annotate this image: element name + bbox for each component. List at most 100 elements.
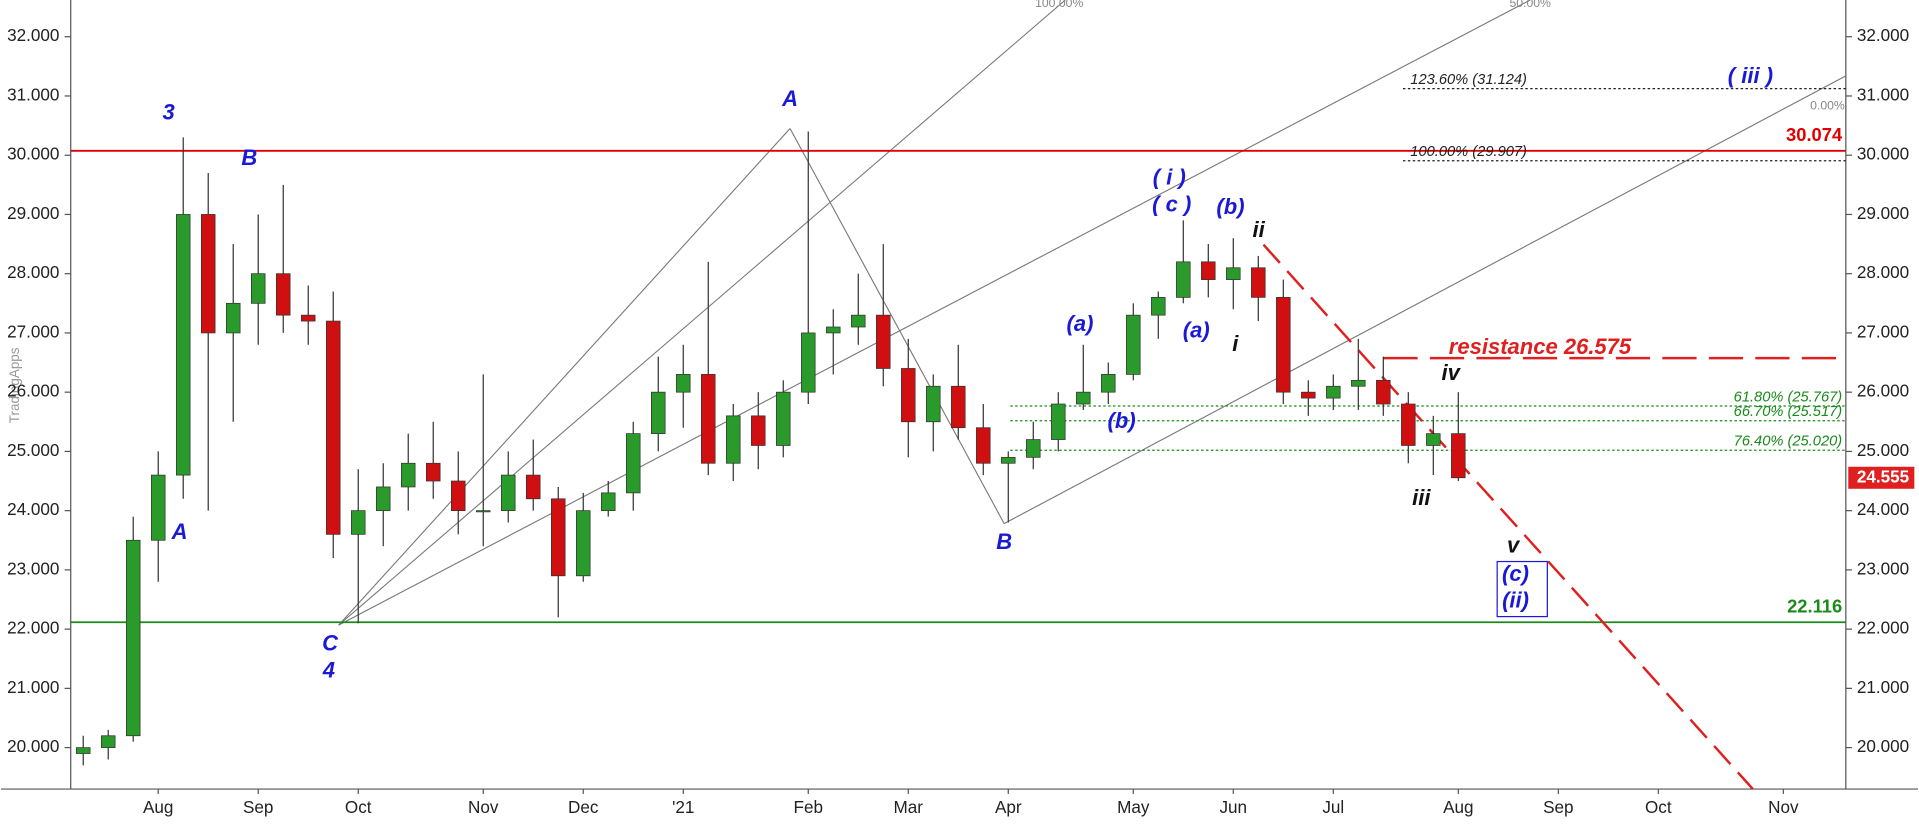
fib-label: 61.80% (25.767) [1734,389,1843,405]
candle-body [1076,391,1091,405]
candle-body [1451,433,1466,479]
candle-body [1001,456,1016,464]
candle-body [1276,297,1291,393]
candle-body [300,314,316,322]
resistance-label: resistance 26.575 [1449,334,1632,359]
y-tick-label: 22.000 [7,619,59,638]
x-tick-label: Nov [468,798,499,817]
x-tick-label: Jun [1219,798,1247,817]
wave-label: (a) [1067,311,1094,336]
trend-line [1262,243,1754,790]
wave-label: B [996,529,1012,554]
y-tick-label: 23.000 [7,559,59,578]
candle-body [526,474,541,500]
wave-label: ( iii ) [1728,63,1773,88]
candle-body [976,427,991,464]
wave-label: 3 [162,100,174,125]
price-tag-label: 24.555 [1857,467,1910,486]
y-tick-label: 24.000 [1857,500,1909,519]
channel-line [338,0,1066,626]
candle-body [400,462,416,488]
wave-label: iii [1412,485,1431,510]
candle-body [701,374,716,464]
channel-label: 100.00% [1035,0,1083,10]
candle-body [1126,314,1141,375]
x-tick-label: Oct [345,798,372,817]
wave-label: (b) [1216,194,1244,219]
y-tick-label: 20.000 [1857,737,1909,756]
candle-body [1351,379,1366,387]
wave-label: C [322,631,339,656]
wave-label: B [241,145,257,170]
candle-body [1301,391,1316,399]
y-tick-label: 20.000 [7,737,59,756]
candle-body [851,314,866,328]
x-tick-label: Sep [243,798,273,817]
x-tick-label: Jul [1322,798,1344,817]
candle-body [175,214,191,476]
y-tick-label: 31.000 [1857,85,1909,104]
y-tick-label: 23.000 [1857,559,1909,578]
wave-label: 4 [322,657,335,682]
y-tick-label: 29.000 [7,204,59,223]
x-tick-label: Nov [1768,798,1799,817]
candle-body [576,510,591,577]
wave-label: A [171,519,188,544]
x-tick-label: Feb [794,798,823,817]
candle-body [200,214,216,334]
channel-line [338,128,791,626]
x-tick-label: Sep [1543,798,1573,817]
y-tick-label: 26.000 [7,382,59,401]
candle-body [1026,439,1041,458]
candle-body [776,391,791,446]
candle-body [1151,297,1166,316]
x-tick-label: May [1117,798,1150,817]
x-tick-label: Oct [1645,798,1672,817]
level-label: 22.116 [1787,595,1842,616]
wave-label: iv [1441,360,1461,385]
wave-label: A [781,86,798,111]
wave-label: ( c ) [1152,191,1191,216]
candle-body [626,433,641,494]
candle-body [951,385,966,429]
candle-body [426,462,441,482]
channel-label: 50.00% [1509,0,1551,10]
wave-label: (c) [1502,561,1529,586]
candle-body [1401,403,1416,446]
channel-line [338,0,1531,626]
y-tick-label: 27.000 [7,322,59,341]
candle-body [876,314,891,369]
candle-body [476,510,491,513]
y-tick-label: 21.000 [7,678,59,697]
fib-label: 76.40% (25.020) [1734,434,1843,450]
candle-body [275,273,291,316]
candle-body [726,415,741,464]
y-tick-label: 22.000 [1857,619,1909,638]
x-tick-label: Aug [1443,798,1473,817]
y-tick-label: 30.000 [7,145,59,164]
candle-body [375,486,391,512]
candle-body [751,415,766,446]
x-tick-label: Apr [995,798,1022,817]
candle-body [926,385,941,423]
x-tick-label: Mar [894,798,924,817]
watermark: TradingApps [7,347,22,423]
price-tag [1848,466,1915,489]
candle-body [601,492,616,512]
level-label: 30.074 [1786,124,1843,145]
wave-label: i [1232,331,1239,356]
wave-label: ( i ) [1153,164,1186,189]
y-tick-label: 21.000 [1857,678,1909,697]
fib-label: 66.70% (25.517) [1734,404,1843,420]
channel-label: 0.00% [1810,99,1845,113]
wave-label: v [1507,533,1521,558]
y-tick-label: 32.000 [7,26,59,45]
y-tick-label: 32.000 [1857,26,1909,45]
fib-label: 123.60% (31.124) [1410,72,1527,88]
candle-body [350,510,366,535]
y-tick-label: 26.000 [1857,382,1909,401]
candle-body [1326,385,1341,399]
candle-body [325,320,341,535]
